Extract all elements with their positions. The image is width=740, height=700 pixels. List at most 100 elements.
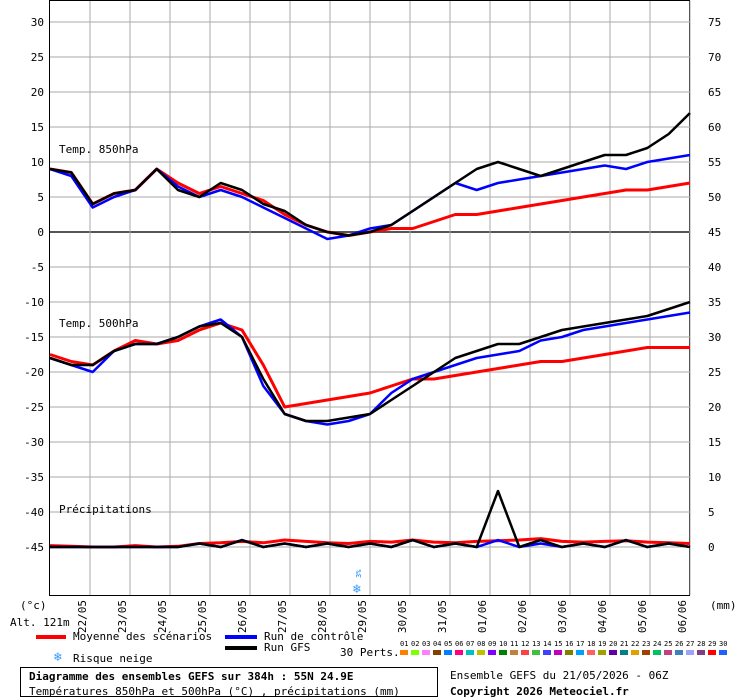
right-tick-label: 10: [708, 471, 721, 484]
pert-swatch: [565, 650, 573, 655]
right-tick-label: 35: [708, 296, 721, 309]
left-tick-label: 25: [31, 51, 44, 64]
pert-swatch: [554, 650, 562, 655]
date-label: 02/06: [516, 600, 529, 633]
pert-swatch: [587, 650, 595, 655]
pert-number: 16: [565, 640, 574, 648]
pert-number: 05: [444, 640, 453, 648]
panel-label-500: Temp. 500hPa: [59, 317, 138, 330]
left-unit: (°c): [20, 599, 47, 612]
legend-mean-label: Moyenne des scénarios: [73, 630, 213, 643]
left-tick-label: -10: [24, 296, 44, 309]
pert-number: 10: [499, 640, 508, 648]
pert-swatch: [675, 650, 683, 655]
legend-gfs-label: Run GFS: [264, 641, 311, 654]
date-label: 06/06: [676, 600, 689, 633]
right-tick-label: 0: [708, 541, 715, 554]
pert-number: 12: [521, 640, 530, 648]
date-label: 22/05: [76, 600, 89, 633]
panel-label-850: Temp. 850hPa: [59, 143, 138, 156]
date-label: 29/05: [356, 600, 369, 633]
legend-control-label: Run de contrôle: [264, 630, 364, 643]
pert-number: 13: [532, 640, 541, 648]
grid: [50, 1, 691, 595]
date-label: 31/05: [436, 600, 449, 633]
pert-number: 18: [587, 640, 596, 648]
series-850-run-gfs: [49, 112, 691, 237]
right-tick-label: 20: [708, 401, 721, 414]
left-tick-label: -30: [24, 436, 44, 449]
pert-swatch: [642, 650, 650, 655]
date-label: 04/06: [596, 600, 609, 633]
pert-number: 29: [708, 640, 717, 648]
date-label: 27/05: [276, 600, 289, 633]
pert-swatch: [719, 650, 727, 655]
legend-snow-label: Risque neige: [73, 652, 153, 665]
pert-swatch: [576, 650, 584, 655]
left-tick-label: -45: [24, 541, 44, 554]
pert-swatch: [697, 650, 705, 655]
pert-swatch: [444, 650, 452, 655]
right-unit: (mm): [710, 599, 737, 612]
right-tick-label: 25: [708, 366, 721, 379]
pert-swatch: [532, 650, 540, 655]
pert-number: 25: [664, 640, 673, 648]
right-tick-label: 30: [708, 331, 721, 344]
box-title: Diagramme des ensembles GEFS sur 384h : …: [29, 670, 354, 683]
pert-swatch: [433, 650, 441, 655]
legend-control-line: [225, 635, 257, 639]
pert-number: 08: [477, 640, 486, 648]
pert-number: 04: [433, 640, 442, 648]
legend-mean-line: [36, 635, 66, 639]
pert-number: 15: [554, 640, 563, 648]
pert-number: 09: [488, 640, 497, 648]
pert-number: 21: [620, 640, 629, 648]
left-axis: 30 25 20 15 10 5 0 -5 -10 -15 -20 -25 -30 -35 -40 -45: [24, 16, 44, 554]
left-tick-label: -20: [24, 366, 44, 379]
series-layer: [49, 112, 691, 549]
pert-swatch: [708, 650, 716, 655]
pert-swatch: [631, 650, 639, 655]
pert-swatch: [543, 650, 551, 655]
pert-number: 26: [675, 640, 684, 648]
right-tick-label: 15: [708, 436, 721, 449]
date-label: 01/06: [476, 600, 489, 633]
right-tick-label: 5: [708, 506, 715, 519]
left-tick-label: 20: [31, 86, 44, 99]
pert-number: 06: [455, 640, 464, 648]
legend-gfs-line: [225, 646, 257, 650]
pert-swatch: [499, 650, 507, 655]
date-label: 03/06: [556, 600, 569, 633]
right-tick-label: 60: [708, 121, 721, 134]
pert-number: 23: [642, 640, 651, 648]
pert-number: 01: [400, 640, 409, 648]
ensemble-date: Ensemble GEFS du 21/05/2026 - 06Z: [450, 669, 669, 682]
date-label: 05/06: [636, 600, 649, 633]
pert-number: 07: [466, 640, 475, 648]
altitude-label: Alt. 121m: [10, 616, 70, 629]
x-axis-dates: 22/05 23/05 24/05 25/05 26/05 27/05 28/05 29/05…: [76, 600, 689, 633]
pert-swatch: [664, 650, 672, 655]
pert-swatch: [455, 650, 463, 655]
snow-percent: 3%: [355, 569, 363, 578]
pert-swatch: [422, 650, 430, 655]
pert-swatch: [477, 650, 485, 655]
right-tick-label: 45: [708, 226, 721, 239]
left-tick-label: -25: [24, 401, 44, 414]
pert-swatch: [466, 650, 474, 655]
left-tick-label: 30: [31, 16, 44, 29]
pert-swatch: [620, 650, 628, 655]
left-tick-label: 5: [37, 191, 44, 204]
date-label: 25/05: [196, 600, 209, 633]
pert-number: 11: [510, 640, 519, 648]
perts-label: 30 Perts.: [340, 646, 400, 659]
pert-number: 20: [609, 640, 618, 648]
pert-number: 28: [697, 640, 706, 648]
left-tick-label: -5: [31, 261, 44, 274]
date-label: 23/05: [116, 600, 129, 633]
pert-number: 24: [653, 640, 662, 648]
date-label: 24/05: [156, 600, 169, 633]
date-label: 28/05: [316, 600, 329, 633]
